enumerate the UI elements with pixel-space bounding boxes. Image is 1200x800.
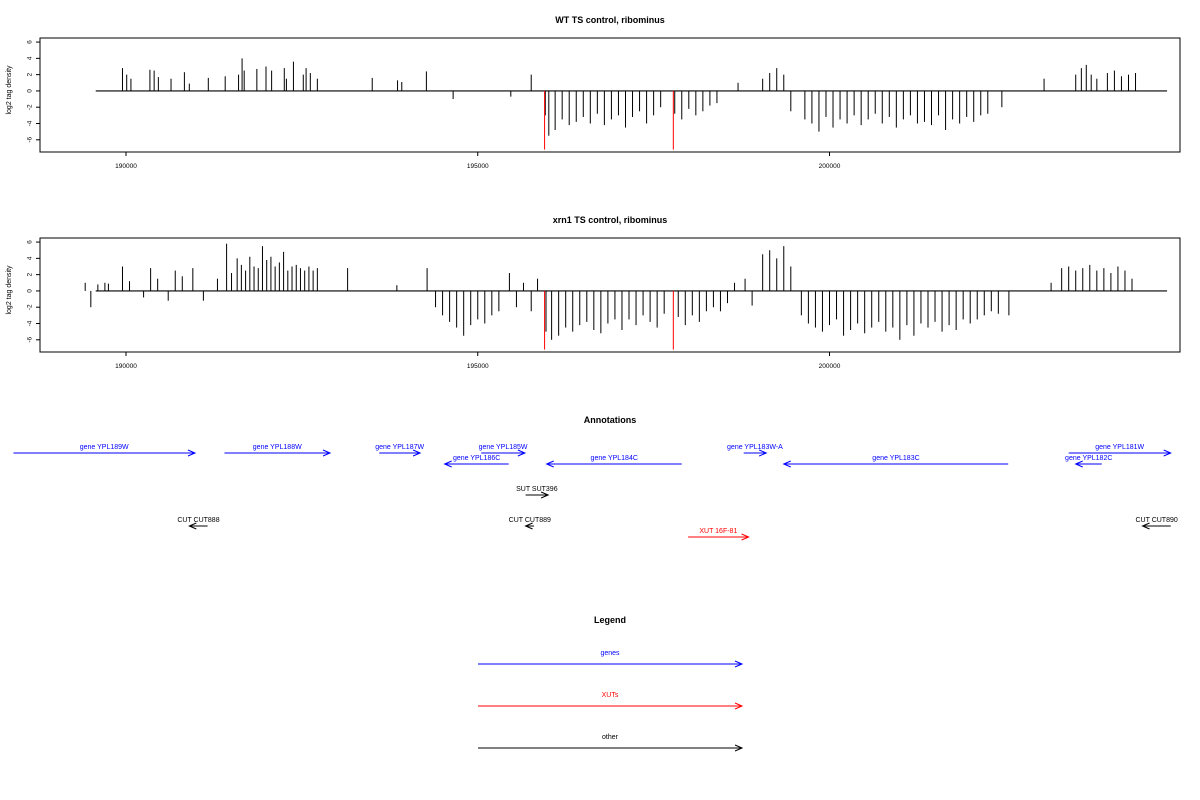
axes: 6 4 2 0 -2 -4 -6 190000 195000 200000: [27, 40, 1168, 170]
panel-title: WT TS control, ribominus: [555, 15, 665, 25]
y-tick-label: 0: [27, 89, 34, 93]
feature-arrow: [743, 449, 768, 457]
feature-label: CUT CUT890: [1135, 517, 1177, 524]
feature-arrow: [688, 533, 750, 541]
x-tick-label: 200000: [819, 363, 841, 370]
y-axis-label: log2 tag density: [6, 265, 13, 315]
y-tick-label: -2: [27, 304, 34, 310]
plot-frame: [39, 37, 1181, 153]
y-tick-label: 4: [27, 56, 34, 60]
feature-arrow: [188, 522, 208, 530]
bars: [121, 58, 1137, 150]
feature-label: gene YPL183W-A: [727, 444, 783, 451]
panel-wt: WT TS control, ribominus log2 tag densit…: [6, 15, 1181, 170]
feature-label: gene YPL181W: [1095, 444, 1144, 451]
x-tick-label: 200000: [819, 163, 841, 170]
y-tick-label: 4: [27, 256, 34, 260]
legend-label: other: [602, 734, 619, 741]
feature-arrow: [1141, 522, 1171, 530]
x-tick-label: 195000: [467, 163, 489, 170]
feature-arrow: [524, 522, 535, 530]
feature-arrow: [379, 449, 422, 457]
feature-arrow: [1068, 449, 1172, 457]
plot-frame: [39, 237, 1181, 353]
feature-label: gene YPL183C: [872, 455, 919, 462]
feature-arrow: [1074, 460, 1102, 468]
y-tick-label: 0: [27, 289, 34, 293]
panel-xrn1: xrn1 TS control, ribominus log2 tag dens…: [6, 215, 1181, 370]
feature-arrow: [545, 460, 682, 468]
feature-label: XUT 16F-81: [699, 528, 737, 535]
annotations-title: Annotations: [584, 415, 637, 425]
x-tick-label: 190000: [115, 163, 137, 170]
legend-arrow: [478, 660, 744, 668]
feature-label: CUT CUT888: [177, 517, 219, 524]
x-tick-label: 195000: [467, 363, 489, 370]
y-tick-label: -6: [27, 337, 34, 343]
feature-arrow: [13, 449, 197, 457]
feature-arrow: [224, 449, 332, 457]
feature-arrow: [443, 460, 509, 468]
legend-label: XUTs: [602, 692, 619, 699]
y-tick-label: -4: [27, 320, 34, 326]
bars: [84, 243, 1133, 350]
y-tick-label: -2: [27, 104, 34, 110]
x-tick-label: 190000: [115, 363, 137, 370]
feature-label: gene YPL184C: [591, 455, 638, 462]
annotations-track: Annotations gene YPL189W gene YPL188W gene…: [13, 415, 1178, 541]
feature-label: gene YPL186C: [453, 455, 500, 462]
feature-label: gene YPL188W: [253, 444, 302, 451]
legend-arrow: [478, 702, 744, 710]
y-tick-label: 6: [27, 40, 34, 44]
y-tick-label: -6: [27, 137, 34, 143]
feature-arrow: [481, 449, 527, 457]
axes: 6 4 2 0 -2 -4 -6 190000 195000 200000: [27, 240, 1168, 370]
legend-title: Legend: [594, 615, 626, 625]
feature-label: gene YPL182C: [1065, 455, 1112, 462]
legend-items: genes XUTs other: [478, 650, 744, 752]
feature-arrow: [525, 491, 550, 499]
y-tick-label: 6: [27, 240, 34, 244]
y-tick-label: 2: [27, 272, 34, 276]
features: gene YPL189W gene YPL188W gene YPL187W gene…: [13, 444, 1178, 541]
legend: Legend genes XUTs other: [478, 615, 744, 752]
y-axis-label: log2 tag density: [6, 65, 13, 115]
feature-label: SUT SUT396: [516, 486, 558, 493]
feature-label: gene YPL185W: [479, 444, 528, 451]
feature-label: gene YPL187W: [375, 444, 424, 451]
legend-label: genes: [600, 650, 620, 657]
y-tick-label: 2: [27, 72, 34, 76]
feature-label: gene YPL189W: [80, 444, 129, 451]
legend-arrow: [478, 744, 744, 752]
feature-label: CUT CUT889: [509, 517, 551, 524]
y-tick-label: -4: [27, 120, 34, 126]
panel-title: xrn1 TS control, ribominus: [553, 215, 668, 225]
feature-arrow: [782, 460, 1009, 468]
